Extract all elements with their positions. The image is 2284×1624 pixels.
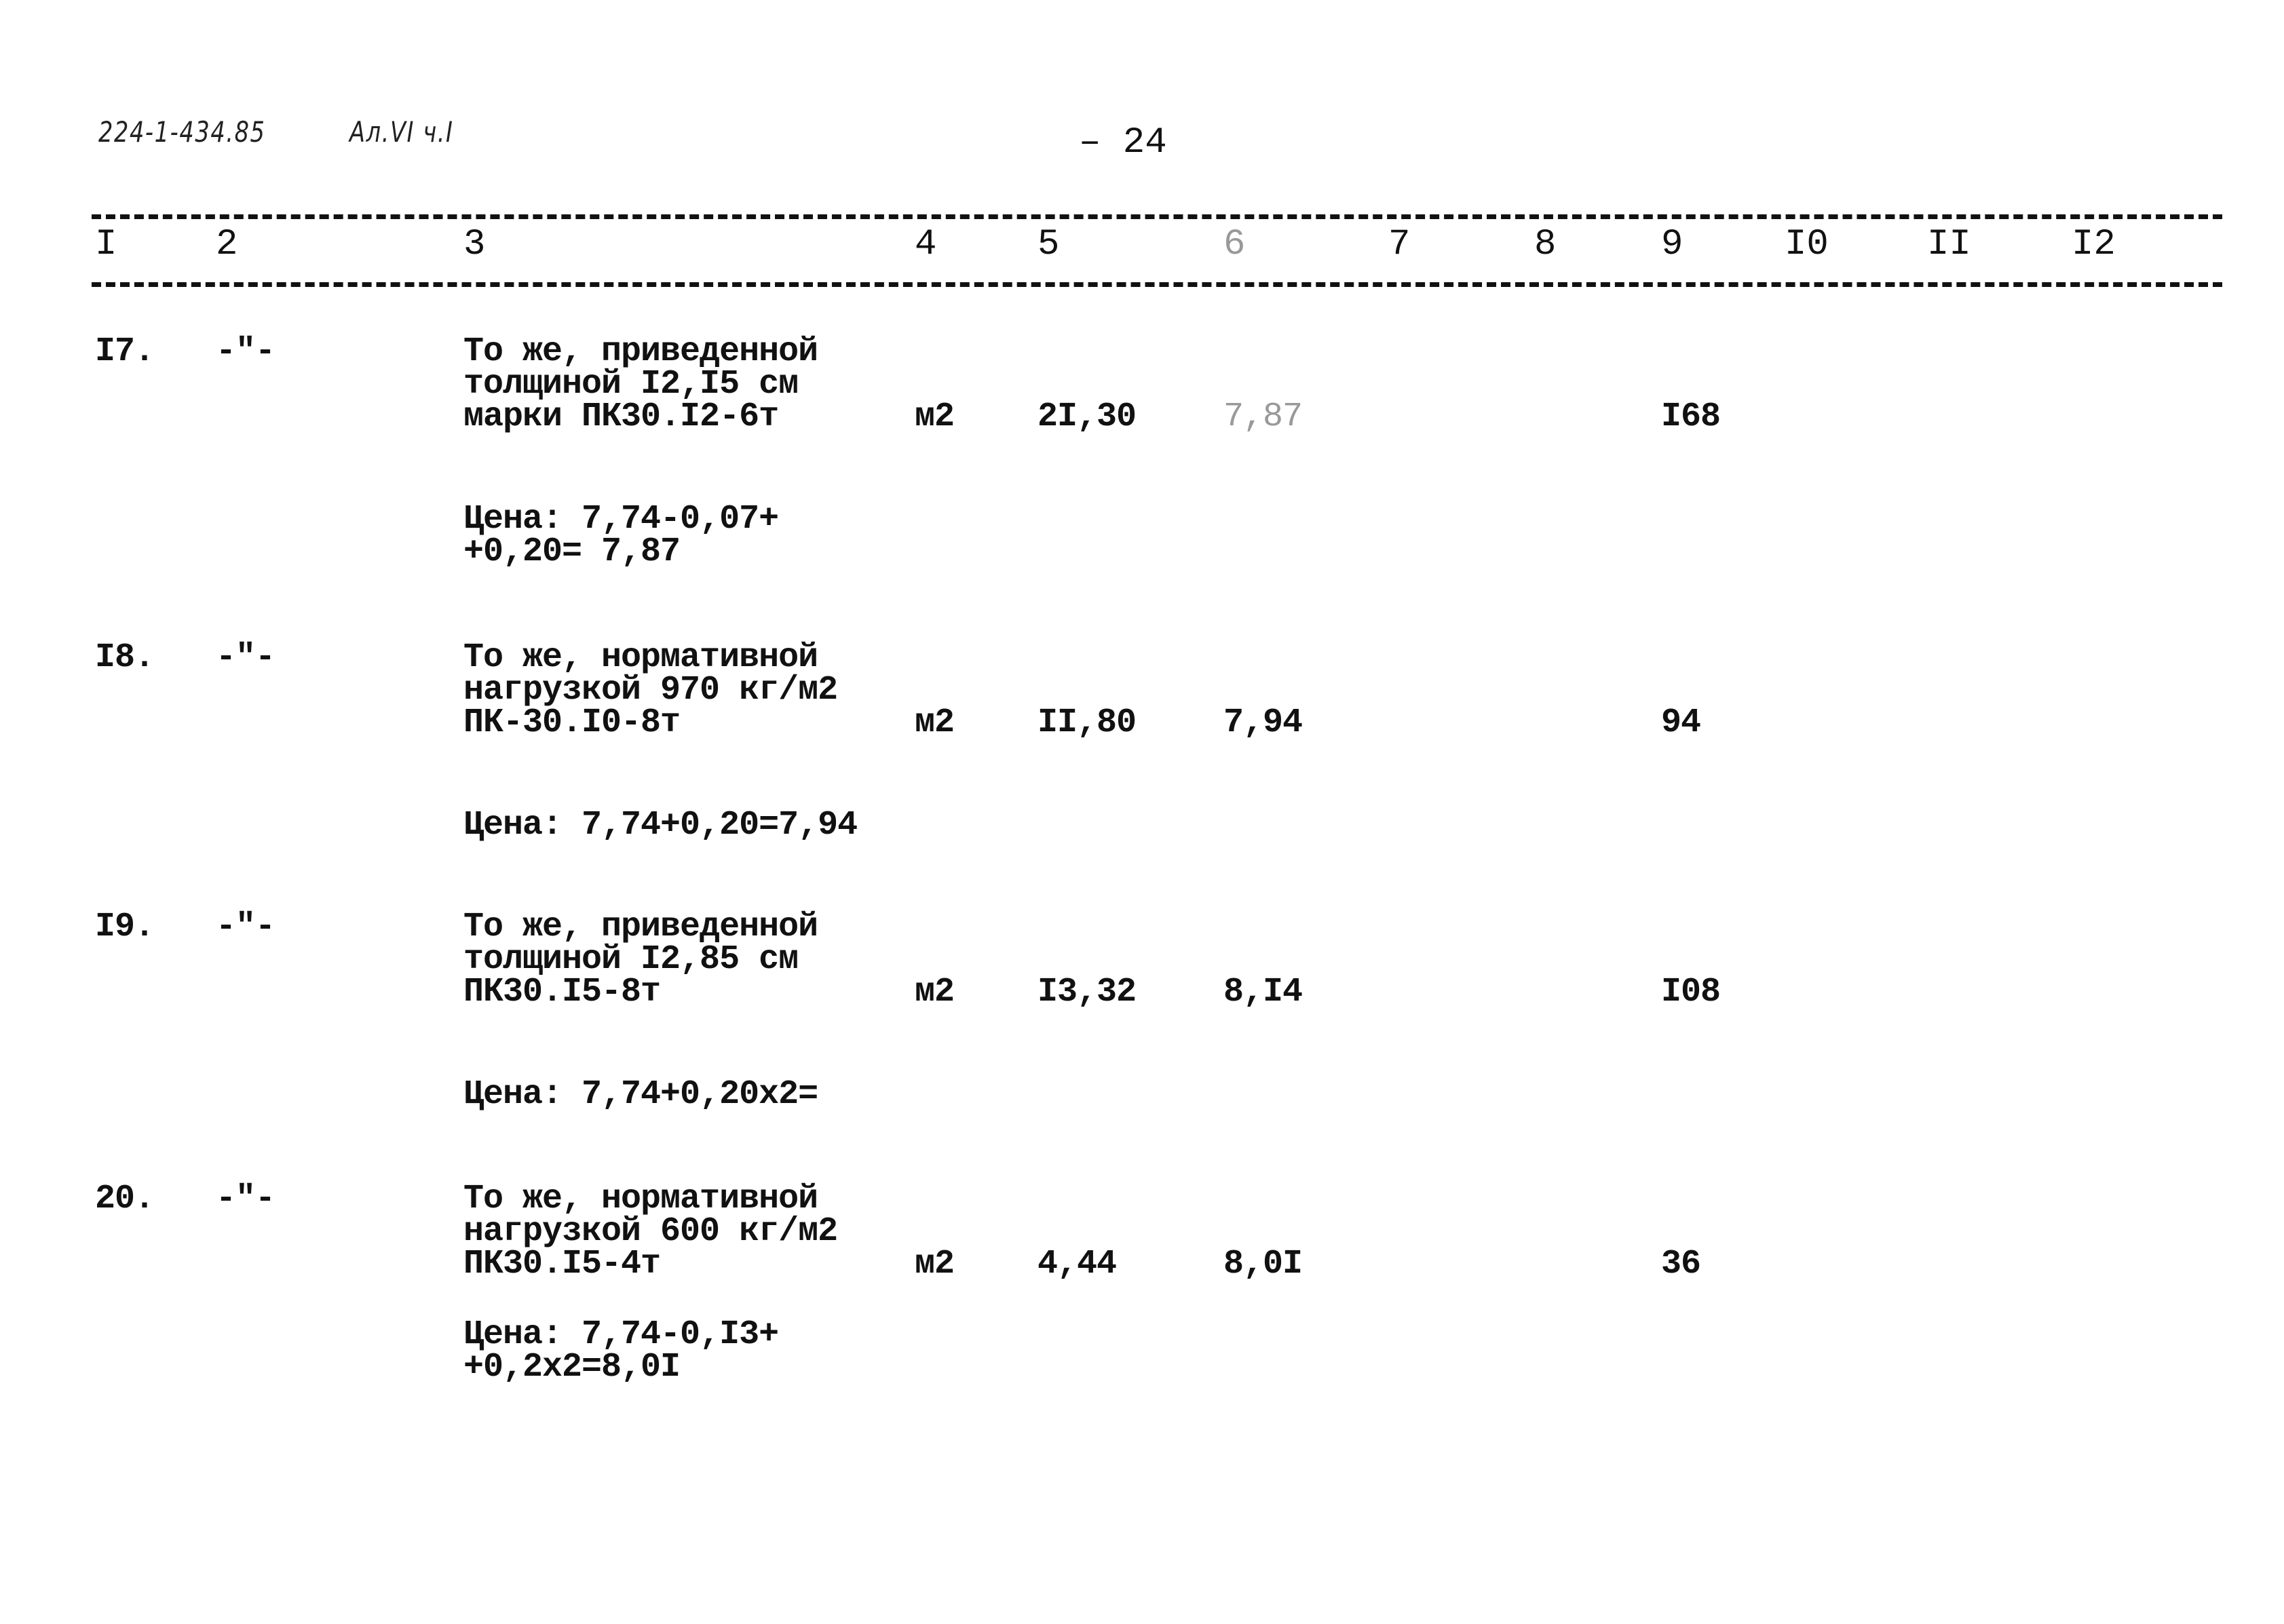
column-header-6: 6 xyxy=(1223,224,1246,265)
column-header-7: 7 xyxy=(1388,224,1411,265)
price-note-line: Цена: 7,74-0,I3+ xyxy=(463,1315,779,1354)
unit-price: 8,0I xyxy=(1223,1245,1303,1283)
price-note-line: Цена: 7,74-0,07+ xyxy=(463,500,779,539)
column-header-3: 3 xyxy=(463,224,486,265)
description-line: ПК30.I5-8т xyxy=(463,973,661,1011)
ditto-mark: -"- xyxy=(216,332,275,371)
column-9-value: 94 xyxy=(1661,703,1701,742)
column-header-9: 9 xyxy=(1661,224,1683,265)
quantity: 2I,30 xyxy=(1038,398,1137,436)
table-header-bottom-rule xyxy=(92,282,2222,287)
album-reference: Ал.VI ч.I xyxy=(349,115,454,149)
price-note-line: +0,20= 7,87 xyxy=(463,533,681,571)
row-number: I7. xyxy=(95,332,155,371)
description-line: марки ПК30.I2-6т xyxy=(463,398,779,436)
column-header-8: 8 xyxy=(1534,224,1557,265)
row-number: I8. xyxy=(95,638,155,677)
quantity: I3,32 xyxy=(1038,973,1137,1011)
description-line: нагрузкой 600 кг/м2 xyxy=(463,1212,838,1251)
column-9-value: 36 xyxy=(1661,1245,1701,1283)
price-note-line: Цена: 7,74+0,20=7,94 xyxy=(463,806,858,845)
column-header-2: 2 xyxy=(216,224,238,265)
table-header-top-rule xyxy=(92,214,2222,219)
description-line: толщиной I2,85 см xyxy=(463,940,799,979)
unit: м2 xyxy=(915,398,955,436)
description-line: То же, приведенной xyxy=(463,332,818,371)
column-header-10: I0 xyxy=(1785,224,1829,265)
unit: м2 xyxy=(915,973,955,1011)
column-header-4: 4 xyxy=(915,224,937,265)
ditto-mark: -"- xyxy=(216,1180,275,1218)
row-number: I9. xyxy=(95,908,155,946)
description-line: То же, нормативной xyxy=(463,1180,818,1218)
column-header-5: 5 xyxy=(1038,224,1060,265)
row-number: 20. xyxy=(95,1180,155,1218)
quantity: 4,44 xyxy=(1038,1245,1117,1283)
unit-price: 7,87 xyxy=(1223,398,1303,436)
description-line: То же, нормативной xyxy=(463,638,818,677)
page-number: – 24 xyxy=(1079,122,1167,163)
unit: м2 xyxy=(915,703,955,742)
description-line: ПК30.I5-4т xyxy=(463,1245,661,1283)
document-code: 224-1-434.85 xyxy=(98,115,266,149)
unit: м2 xyxy=(915,1245,955,1283)
description-line: То же, приведенной xyxy=(463,908,818,946)
unit-price: 7,94 xyxy=(1223,703,1303,742)
price-note-line: +0,2x2=8,0I xyxy=(463,1348,681,1387)
ditto-mark: -"- xyxy=(216,638,275,677)
price-note-line: Цена: 7,74+0,20x2= xyxy=(463,1075,818,1114)
unit-price: 8,I4 xyxy=(1223,973,1303,1011)
description-line: ПК-30.I0-8т xyxy=(463,703,681,742)
quantity: II,80 xyxy=(1038,703,1137,742)
description-line: толщиной I2,I5 см xyxy=(463,365,799,404)
ditto-mark: -"- xyxy=(216,908,275,946)
column-header-11: II xyxy=(1927,224,1971,265)
column-header-1: I xyxy=(95,224,117,265)
column-9-value: I68 xyxy=(1661,398,1721,436)
column-header-12: I2 xyxy=(2072,224,2116,265)
description-line: нагрузкой 970 кг/м2 xyxy=(463,671,838,710)
column-9-value: I08 xyxy=(1661,973,1721,1011)
